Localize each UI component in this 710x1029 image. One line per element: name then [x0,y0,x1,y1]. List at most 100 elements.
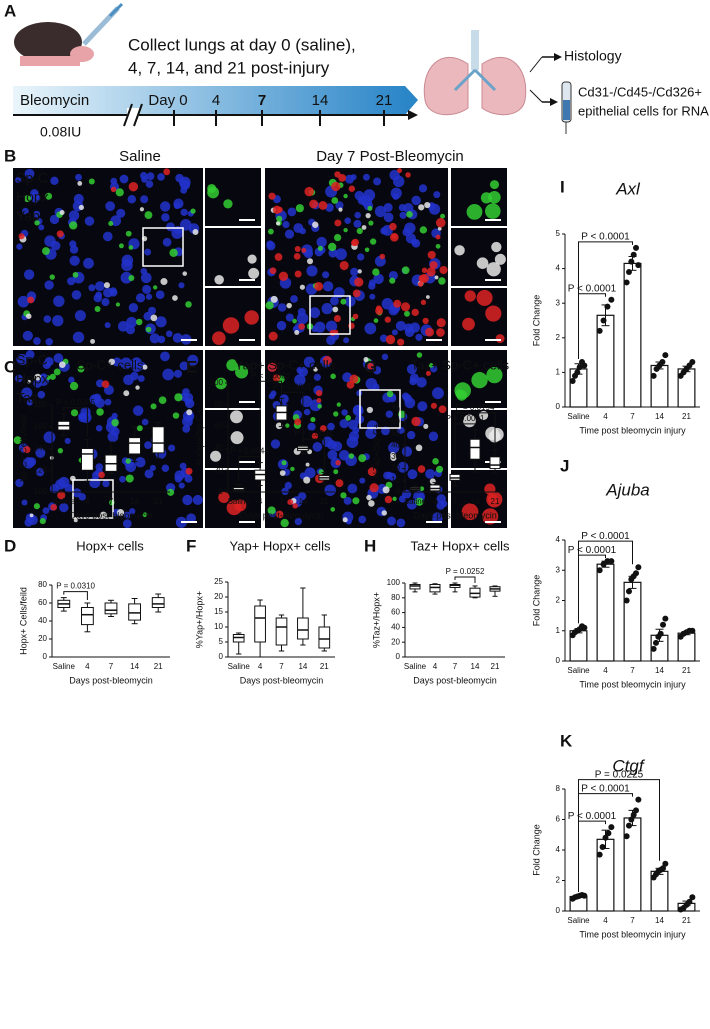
cell [343,337,350,344]
y-tick-label: 0 [556,906,561,915]
cell [185,301,192,308]
cell [78,493,86,501]
cell [321,303,333,315]
cell [309,199,319,209]
cell [340,492,347,499]
cell [387,516,396,526]
cell [173,369,183,378]
cell [489,180,500,190]
cell [391,329,398,336]
cell [419,226,428,234]
cell [123,511,131,519]
cell [369,293,376,300]
data-point [596,327,603,334]
cell [330,296,339,306]
cell [372,366,382,375]
cell [185,467,193,475]
cell [423,423,429,429]
cell [401,446,413,457]
cell [300,395,313,408]
data-point [633,244,640,251]
cell [374,205,387,218]
x-tick-label: Saline [567,412,590,421]
cell [373,177,382,186]
cell [435,243,441,249]
cell [404,310,410,317]
cell [367,467,377,476]
agent: Bleomycin [20,92,89,109]
cell [425,295,430,299]
y-axis-label: Hopx+ Cells/feild [18,587,28,655]
x-tick-label: 4 [85,662,90,671]
box [297,617,309,640]
cell [95,281,105,292]
cell [418,274,427,283]
roi-box [309,295,351,335]
cell [166,222,176,232]
x-tick-label: 21 [682,412,691,421]
cell [52,315,64,327]
cell [214,275,224,285]
cell [101,380,110,389]
y-tick-label: 4 [556,264,561,273]
x-axis-label: Time post bleomycin injury [579,929,686,939]
y-tick-label: 20 [391,637,400,646]
data-point [686,898,693,905]
x-tick-label: 4 [603,666,608,675]
chart-title: Yap+ Hopx+ cells [230,538,331,553]
box [489,456,501,470]
cell [312,221,319,228]
x-tick-label: 4 [603,916,608,925]
cell [46,375,51,381]
cell [406,430,416,440]
cell [333,233,342,242]
data-point [689,894,696,901]
p-value: P < 0.0001 [581,531,630,542]
data-point [630,811,637,818]
micrographs: Sp-C Hopx Yap Sp-C Hopx Taz [13,168,507,528]
cell [116,208,126,218]
cell [345,415,351,421]
cell [192,494,203,505]
p-value: P = 0.0252 [446,567,485,576]
arrows [529,53,572,134]
cell [43,315,52,323]
x-tick-label: 14 [655,412,664,421]
cell [313,373,321,381]
cell [270,295,278,303]
cell [23,195,31,203]
cell [69,221,78,230]
y-tick-label: 20 [391,464,400,473]
cell [22,207,29,215]
cell [357,253,365,261]
cell [359,477,366,484]
cell [438,405,447,414]
cell [313,367,318,372]
cell [416,377,427,388]
cell [160,201,171,212]
cell [303,248,314,259]
cell [434,275,439,280]
cell [348,185,356,192]
channel-label: Sp-C [16,352,48,368]
cell [24,168,35,179]
cell [440,213,446,219]
cell [128,274,135,282]
channel-label: Yap [16,208,40,224]
cell [437,226,442,231]
cell [267,362,277,372]
cell [125,474,134,483]
panel-label: I [560,177,565,196]
cell [119,174,129,184]
cell [94,306,101,312]
cell [287,499,294,506]
cell [484,483,496,495]
cell [328,242,337,252]
cell [385,334,396,345]
chart: D Hopx+ cells 0 20 40 60 80 Hopx+ Cells/feild Sa… [4,536,170,685]
p-value: P < 0.0001 [568,283,617,294]
cell [53,295,65,307]
cell [44,357,54,367]
data-point [657,630,664,637]
